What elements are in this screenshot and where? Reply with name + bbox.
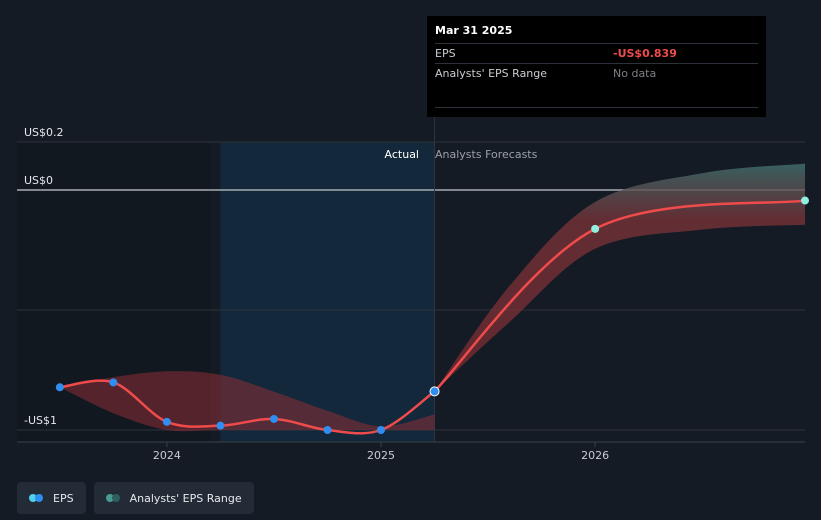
eps-point	[591, 224, 600, 233]
eps-point	[55, 383, 64, 392]
chart-legend: EPS Analysts' EPS Range	[17, 482, 254, 514]
x-tick-label: 2026	[581, 449, 609, 462]
legend-range-label: Analysts' EPS Range	[129, 491, 242, 505]
eps-point	[429, 386, 440, 397]
y-tick-label: US$0	[24, 174, 53, 187]
eps-point	[801, 196, 809, 205]
tooltip-divider	[435, 107, 758, 108]
eps-point	[377, 426, 386, 434]
tooltip-eps-value: -US$0.839	[613, 47, 677, 60]
y-tick-label: -US$1	[24, 414, 57, 427]
legend-item-eps[interactable]: EPS	[17, 482, 86, 514]
tooltip-eps-label: EPS	[435, 47, 456, 60]
eps-point	[109, 378, 118, 387]
x-tick-label: 2025	[367, 449, 395, 462]
eps-point	[216, 421, 225, 430]
tooltip-date: Mar 31 2025	[435, 24, 513, 37]
eps-tooltip: Mar 31 2025 EPS -US$0.839 Analysts' EPS …	[427, 16, 766, 117]
range-legend-icon	[105, 494, 122, 502]
x-tick-label: 2024	[153, 449, 181, 462]
eps-legend-icon	[29, 494, 45, 502]
actual-label: Actual	[385, 148, 419, 161]
eps-point	[323, 426, 332, 434]
eps-range-band-forecast	[434, 163, 805, 392]
legend-eps-label: EPS	[53, 491, 74, 505]
tooltip-range-value: No data	[613, 67, 657, 80]
legend-item-range[interactable]: Analysts' EPS Range	[93, 482, 254, 514]
tooltip-row-eps: EPS -US$0.839	[435, 43, 758, 63]
tooltip-range-label: Analysts' EPS Range	[435, 67, 548, 80]
y-tick-label: US$0.2	[24, 126, 64, 139]
eps-point	[269, 414, 278, 423]
eps-range-band-historical	[59, 371, 435, 432]
forecast-label: Analysts Forecasts	[435, 148, 538, 161]
eps-point	[162, 417, 171, 426]
tooltip-row-range: Analysts' EPS Range No data	[435, 63, 758, 83]
